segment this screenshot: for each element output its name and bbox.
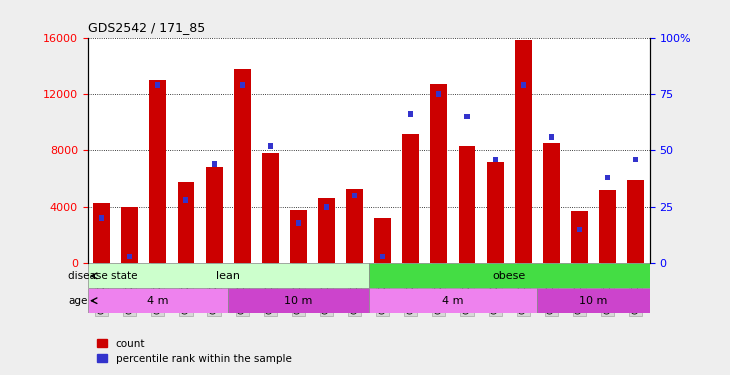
Bar: [633, 157, 638, 162]
Text: GDS2542 / 171_85: GDS2542 / 171_85: [88, 21, 205, 34]
Bar: [352, 193, 357, 198]
Bar: [93, 203, 110, 263]
Bar: [262, 153, 279, 263]
Bar: [571, 211, 588, 263]
Bar: [296, 220, 301, 226]
Bar: [549, 134, 554, 140]
Bar: [577, 227, 582, 232]
Bar: [537, 288, 650, 313]
Bar: [408, 111, 413, 117]
Bar: [121, 207, 138, 263]
Text: age: age: [68, 296, 88, 306]
Bar: [374, 218, 391, 263]
Bar: [487, 162, 504, 263]
Bar: [369, 288, 537, 313]
Bar: [228, 288, 369, 313]
Bar: [346, 189, 363, 263]
Bar: [155, 82, 161, 88]
Bar: [99, 215, 104, 221]
Bar: [464, 114, 469, 119]
Bar: [493, 157, 498, 162]
Bar: [88, 288, 228, 313]
Bar: [212, 161, 217, 167]
Bar: [177, 182, 194, 263]
Bar: [88, 263, 369, 288]
Bar: [380, 254, 385, 260]
Bar: [431, 84, 447, 263]
Bar: [437, 91, 442, 97]
Text: 10 m: 10 m: [284, 296, 312, 306]
Bar: [268, 143, 273, 149]
Bar: [369, 263, 650, 288]
Bar: [520, 82, 526, 88]
Bar: [515, 40, 531, 263]
Bar: [318, 198, 335, 263]
Text: disease state: disease state: [68, 271, 137, 281]
Bar: [627, 180, 644, 263]
Bar: [458, 146, 475, 263]
Text: 4 m: 4 m: [442, 296, 464, 306]
Bar: [183, 197, 188, 203]
Bar: [402, 134, 419, 263]
Legend: count, percentile rank within the sample: count, percentile rank within the sample: [93, 334, 296, 368]
Bar: [150, 80, 166, 263]
Bar: [543, 143, 560, 263]
Bar: [234, 69, 250, 263]
Text: 4 m: 4 m: [147, 296, 169, 306]
Bar: [239, 82, 245, 88]
Text: lean: lean: [216, 271, 240, 281]
Bar: [324, 204, 329, 210]
Bar: [127, 254, 132, 260]
Bar: [290, 210, 307, 263]
Text: obese: obese: [493, 271, 526, 281]
Bar: [206, 167, 223, 263]
Bar: [599, 190, 616, 263]
Bar: [605, 175, 610, 180]
Text: 10 m: 10 m: [580, 296, 607, 306]
